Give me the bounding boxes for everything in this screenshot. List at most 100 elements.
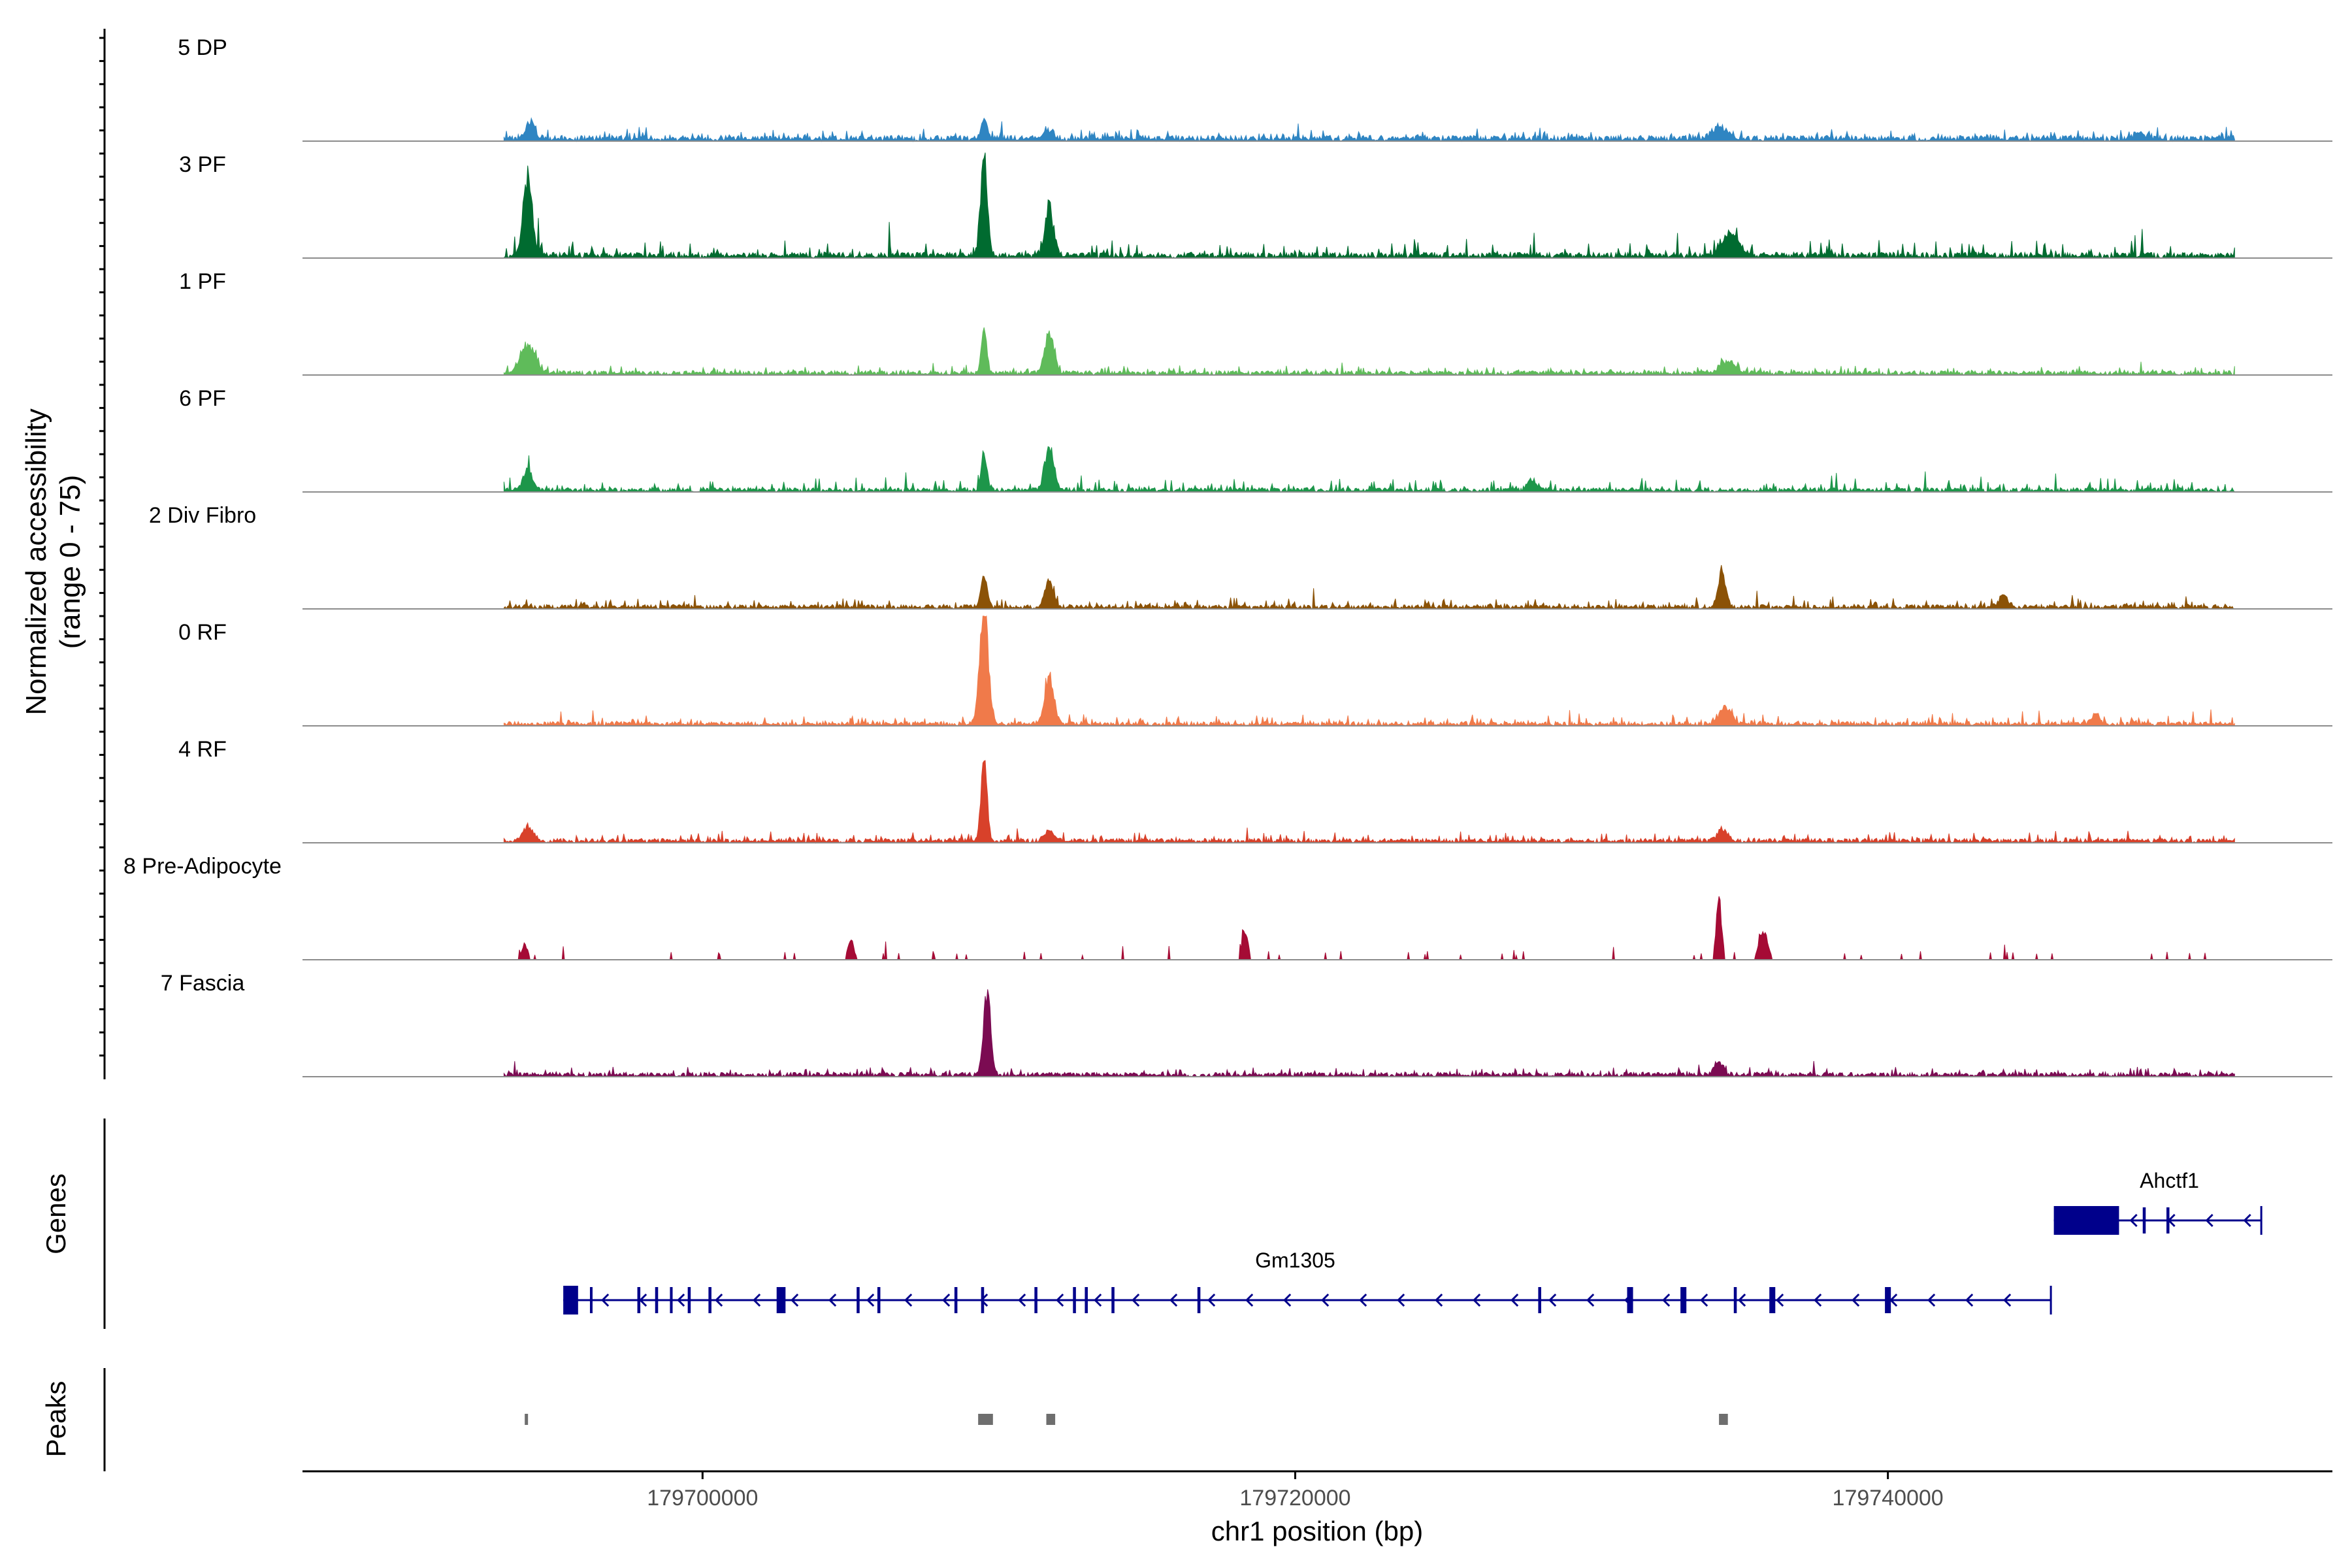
strand-chevron — [1852, 1293, 1860, 1307]
strand-chevron — [1511, 1293, 1519, 1307]
coverage-area — [503, 152, 2235, 259]
strand-chevron — [1207, 1293, 1216, 1307]
strand-chevron — [1397, 1293, 1405, 1307]
gene-exon — [954, 1287, 958, 1313]
track-label: 5 DP — [178, 35, 227, 60]
strand-chevron — [828, 1293, 837, 1307]
coverage-area — [503, 615, 2235, 727]
peak-region — [1046, 1414, 1056, 1425]
track-2: 1 PF — [179, 269, 2332, 376]
track-label: 7 Fascia — [161, 971, 245, 996]
gene-exon — [1885, 1287, 1891, 1313]
track-0: 5 DP — [178, 35, 2332, 142]
genes-panel: Ahctf1 Gm1305 — [563, 1169, 2262, 1315]
x-tick-label: 179720000 — [1239, 1486, 1350, 1511]
coverage-area — [503, 760, 2235, 844]
strand-chevron — [791, 1293, 799, 1307]
strand-chevron — [2003, 1293, 2012, 1307]
strand-chevron — [1132, 1293, 1140, 1307]
strand-chevron — [1927, 1293, 1936, 1307]
track-label: 3 PF — [179, 152, 226, 177]
strand-chevron — [1662, 1293, 1671, 1307]
strand-chevron — [1435, 1293, 1443, 1307]
genes-title: Genes — [41, 1173, 71, 1254]
gene-exon — [776, 1287, 786, 1313]
strand-chevron — [677, 1293, 685, 1307]
gene-exon — [2166, 1207, 2170, 1233]
track-8: 7 Fascia — [161, 971, 2332, 1078]
coverage-area — [503, 564, 2235, 610]
track-label: 6 PF — [179, 386, 226, 411]
gene-label: Ahctf1 — [2140, 1169, 2199, 1192]
coverage-area — [503, 117, 2235, 142]
track-label: 8 Pre-Adipocyte — [123, 854, 282, 879]
peaks-title: Peaks — [41, 1381, 71, 1458]
peaks-panel-title: Peaks — [41, 1381, 71, 1458]
x-axis-title: chr1 position (bp) — [1211, 1516, 1424, 1546]
gene-exon — [589, 1287, 593, 1313]
gene-exon — [1073, 1287, 1076, 1313]
gene-exon — [2142, 1207, 2146, 1233]
strand-chevron — [1056, 1293, 1064, 1307]
x-tick-label: 179700000 — [647, 1486, 758, 1511]
track-label: 1 PF — [179, 269, 226, 294]
coverage-area — [504, 896, 2235, 960]
gene-exon — [563, 1286, 578, 1315]
gene-exon — [637, 1287, 641, 1313]
gene-exon — [1627, 1287, 1633, 1313]
coverage-area — [503, 989, 2235, 1078]
strand-chevron — [1321, 1293, 1330, 1307]
strand-chevron — [1586, 1293, 1595, 1307]
strand-chevron — [2243, 1213, 2251, 1228]
strand-chevron — [1094, 1293, 1102, 1307]
strand-chevron — [1283, 1293, 1292, 1307]
track-5: 0 RF — [178, 615, 2332, 727]
genes-panel-title: Genes — [41, 1173, 71, 1254]
track-3: 6 PF — [179, 386, 2332, 493]
track-4: 2 Div Fibro — [149, 503, 2332, 610]
peak-region — [525, 1414, 529, 1425]
gene-exon — [981, 1287, 985, 1313]
gene-exon — [1733, 1287, 1737, 1313]
strand-chevron — [866, 1293, 875, 1307]
gene-exon — [857, 1287, 860, 1313]
strand-chevron — [1548, 1293, 1557, 1307]
strand-chevron — [1169, 1293, 1178, 1307]
gene-exon — [708, 1287, 711, 1313]
strand-chevron — [1245, 1293, 1254, 1307]
peak-region — [1719, 1414, 1728, 1425]
strand-chevron — [601, 1293, 610, 1307]
strand-chevron — [715, 1293, 723, 1307]
strand-chevron — [1738, 1293, 1746, 1307]
strand-chevron — [1700, 1293, 1708, 1307]
track-6: 4 RF — [178, 737, 2332, 844]
gene-label: Gm1305 — [1255, 1249, 1335, 1272]
strand-chevron — [2129, 1213, 2138, 1228]
y-axis-label: Normalized accessibility — [20, 408, 52, 715]
gene-exon — [1085, 1287, 1088, 1313]
gene-exon — [877, 1287, 881, 1313]
coverage-area — [503, 446, 2235, 493]
peak-region — [978, 1414, 993, 1425]
strand-chevron — [1814, 1293, 1822, 1307]
gene-exon — [687, 1287, 691, 1313]
x-axis-ticks: 179700000 179720000 179740000 — [647, 1471, 1944, 1511]
peaks-panel — [525, 1414, 1728, 1425]
gene-exon — [1111, 1287, 1115, 1313]
gene-gm1305: Gm1305 — [563, 1249, 2052, 1315]
strand-chevron — [1965, 1293, 1974, 1307]
gene-exon — [1034, 1287, 1037, 1313]
coverage-area — [503, 327, 2235, 376]
track-label: 4 RF — [178, 737, 227, 762]
strand-chevron — [1359, 1293, 1367, 1307]
gene-exon — [1769, 1287, 1776, 1313]
y-axis-range-label: (range 0 - 75) — [54, 475, 86, 649]
strand-chevron — [753, 1293, 761, 1307]
gene-exon — [1680, 1287, 1687, 1313]
gene-exon — [2053, 1206, 2119, 1235]
track-label: 0 RF — [178, 620, 227, 645]
strand-chevron — [639, 1293, 647, 1307]
gene-exon — [1538, 1287, 1541, 1313]
y-axis-ticks — [99, 37, 105, 1057]
strand-chevron — [1473, 1293, 1481, 1307]
